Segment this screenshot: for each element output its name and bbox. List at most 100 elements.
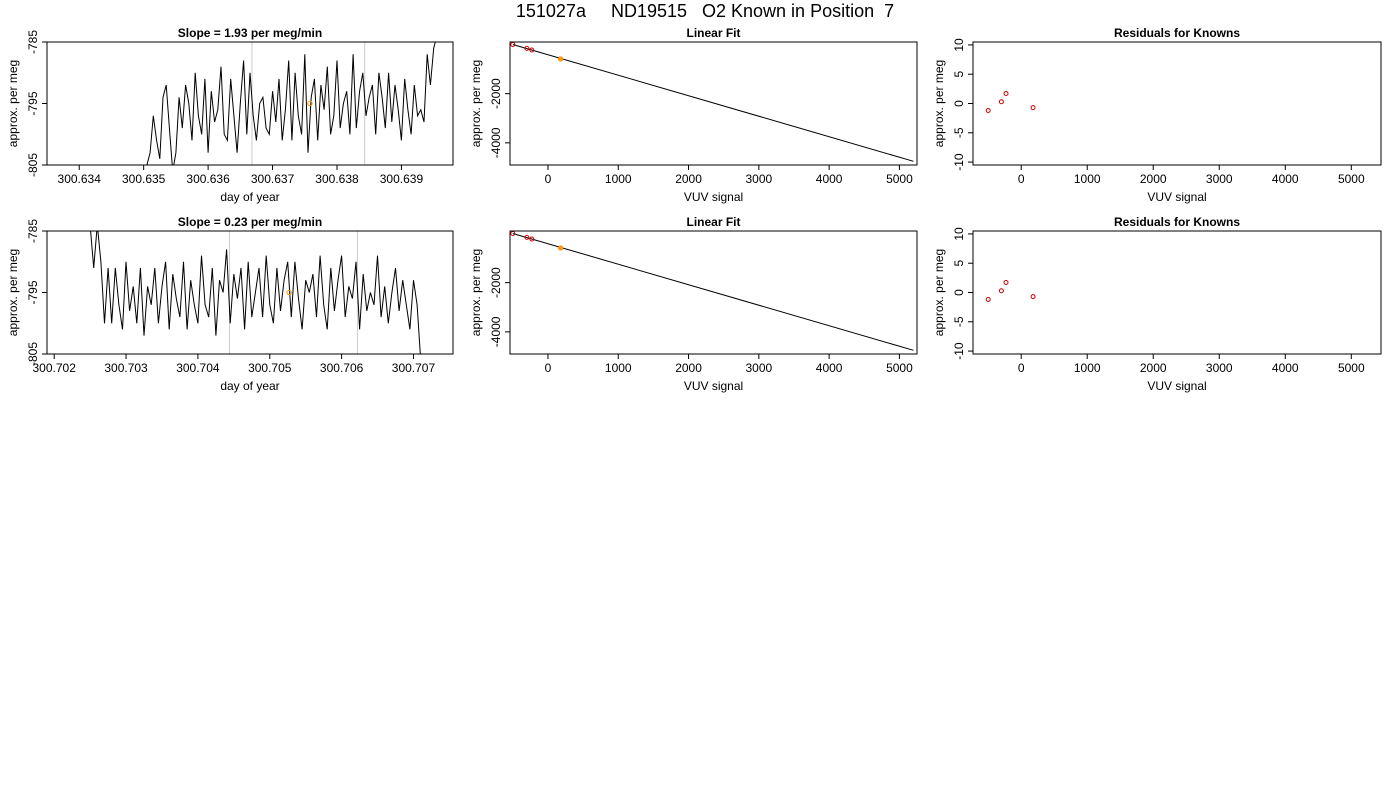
known-point [524, 234, 530, 240]
x-tick-label: 300.705 [248, 361, 292, 375]
x-tick-label: 2000 [675, 172, 702, 186]
y-axis-label: approx. per meg [469, 60, 483, 147]
panel-residuals-1: Residuals for Knowns 0 1000 2000 3000 4000 500… [932, 26, 1382, 204]
residual-point [985, 108, 991, 114]
y-tick-label: -10 [952, 153, 966, 171]
plot-frame [46, 41, 454, 166]
panel-title: Slope = 1.93 per meg/min [178, 26, 322, 40]
x-tick-label: 4000 [816, 172, 843, 186]
x-tick-label: 0 [1018, 361, 1025, 375]
x-axis-label: day of year [220, 379, 279, 393]
y-axis-label: approx. per meg [6, 60, 20, 147]
fit-line [512, 232, 914, 351]
residual-point [998, 288, 1004, 294]
plot-frame [509, 41, 918, 166]
x-tick-label: 300.634 [58, 172, 102, 186]
y-tick-label: -5 [952, 316, 966, 327]
highlight-point [307, 100, 313, 107]
residual-point [1030, 105, 1036, 111]
x-tick-label: 3000 [745, 172, 772, 186]
x-tick-label: 0 [545, 172, 552, 186]
highlight-point [286, 289, 292, 296]
panel-title: Residuals for Knowns [1114, 26, 1240, 40]
x-tick-label: 300.706 [320, 361, 364, 375]
residual-point [998, 99, 1004, 105]
plot-area [510, 42, 914, 162]
y-tick-label: -785 [26, 219, 40, 243]
x-tick-label: 4000 [1272, 172, 1299, 186]
figure-title: 151027a ND19515 O2 Known in Position 7 [515, 1, 895, 21]
panel-title: Linear Fit [686, 215, 740, 229]
plot-area [146, 42, 436, 165]
y-axis-label: approx. per meg [932, 60, 946, 147]
x-tick-label: 0 [545, 361, 552, 375]
x-tick-label: 5000 [1338, 172, 1365, 186]
y-axis-label: approx. per meg [6, 249, 20, 336]
series-line [146, 42, 436, 165]
series-line [90, 231, 421, 354]
known-point [524, 45, 530, 51]
x-tick-label: 4000 [816, 361, 843, 375]
x-axis-label: VUV signal [1147, 379, 1206, 393]
y-tick-label: -795 [26, 280, 40, 304]
x-axis-label: day of year [220, 190, 279, 204]
x-tick-label: 2000 [1140, 361, 1167, 375]
panel-linear-fit-1: Linear Fit 0 1000 2000 3000 4000 5000 -4000 -200… [469, 26, 918, 204]
residual-point [985, 297, 991, 303]
x-tick-label: 1000 [1074, 361, 1101, 375]
x-tick-label: 5000 [1338, 361, 1365, 375]
sample-point [558, 245, 564, 251]
x-tick-label: 3000 [1206, 361, 1233, 375]
x-tick-label: 1000 [1074, 172, 1101, 186]
plot-frame [509, 230, 918, 355]
plot-frame [972, 41, 1382, 166]
y-axis-label: approx. per meg [932, 249, 946, 336]
known-point [529, 47, 535, 53]
y-tick-label: -5 [952, 127, 966, 138]
x-tick-label: 2000 [1140, 172, 1167, 186]
plot-area [510, 231, 914, 351]
panel-title: Residuals for Knowns [1114, 215, 1240, 229]
x-tick-label: 1000 [605, 361, 632, 375]
y-tick-label: -2000 [489, 78, 503, 109]
y-tick-label: 0 [952, 100, 966, 107]
plot-area [90, 231, 421, 354]
x-tick-label: 1000 [605, 172, 632, 186]
residual-point [1003, 280, 1009, 286]
x-tick-label: 300.637 [251, 172, 295, 186]
plot-area [985, 91, 1036, 114]
y-tick-label: -805 [26, 153, 40, 177]
y-tick-label: -785 [26, 30, 40, 54]
plot-frame [972, 230, 1382, 355]
x-tick-label: 3000 [745, 361, 772, 375]
residual-point [1030, 294, 1036, 300]
y-tick-label: -4000 [489, 316, 503, 347]
y-tick-label: 10 [952, 38, 966, 52]
x-tick-label: 4000 [1272, 361, 1299, 375]
x-axis-label: VUV signal [684, 379, 743, 393]
x-tick-label: 2000 [675, 361, 702, 375]
known-point [529, 236, 535, 242]
x-tick-label: 300.639 [380, 172, 424, 186]
y-tick-label: -2000 [489, 267, 503, 298]
x-tick-label: 300.638 [315, 172, 359, 186]
panel-time-series-2: Slope = 0.23 per meg/min 300.702 300.703 30… [6, 215, 454, 393]
y-tick-label: 10 [952, 227, 966, 241]
x-axis-label: VUV signal [684, 190, 743, 204]
x-tick-label: 300.635 [122, 172, 166, 186]
y-tick-label: -795 [26, 91, 40, 115]
x-tick-label: 300.704 [176, 361, 220, 375]
x-tick-label: 0 [1018, 172, 1025, 186]
y-tick-label: -10 [952, 342, 966, 360]
residual-point [1003, 91, 1009, 97]
y-tick-label: -4000 [489, 127, 503, 158]
x-tick-label: 5000 [886, 172, 913, 186]
x-tick-label: 3000 [1206, 172, 1233, 186]
y-tick-label: 5 [952, 260, 966, 267]
panel-residuals-2: Residuals for Knowns 0 1000 2000 3000 4000 500… [932, 215, 1382, 393]
sample-point [558, 56, 564, 62]
x-axis-label: VUV signal [1147, 190, 1206, 204]
panel-title: Linear Fit [686, 26, 740, 40]
x-tick-label: 5000 [886, 361, 913, 375]
